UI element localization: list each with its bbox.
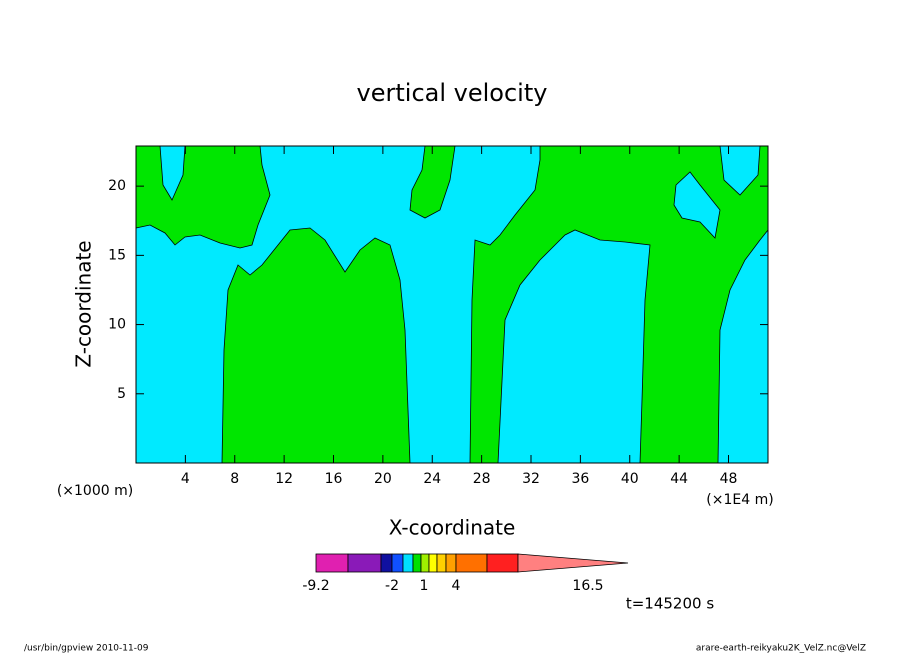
x-axis-label: X-coordinate [389,516,516,540]
x-tick-label: 44 [670,471,688,487]
x-tick-label: 40 [621,471,639,487]
y-axis-label: Z-coordinate [72,240,96,367]
y-tick-label: 20 [108,178,126,194]
x-tick-label: 12 [275,471,293,487]
colorbar-segment [486,553,519,573]
y-tick-label: 5 [117,386,126,402]
colorbar-segment [455,553,488,573]
time-label: t=145200 s [626,595,714,613]
x-tick-label: 24 [423,471,441,487]
x-tick-label: 4 [181,471,190,487]
colorbar-segment [380,553,393,573]
x-unit: (×1000 m) [57,483,133,499]
colorbar-label: 1 [420,578,429,594]
x-tick-label: 36 [571,471,589,487]
colorbar-segment [402,553,414,573]
x-tick-label: 28 [473,471,491,487]
colorbar-segment [445,553,457,573]
y-tick-label: 15 [108,247,126,263]
colorbar-label: 4 [452,578,461,594]
x-tick-label: 32 [522,471,540,487]
x-tick-label: 48 [720,471,738,487]
colorbar-segment [420,553,430,573]
x-tick-label: 8 [230,471,239,487]
colorbar-segment [436,553,447,573]
colorbar-segment [412,553,422,573]
colorbar-label: -9.2 [302,578,329,594]
contour-field [135,145,769,464]
x-tick-label: 20 [374,471,392,487]
colorbar-segment [347,553,382,573]
footer-right: arare-earth-reikyaku2K_VelZ.nc@VelZ [696,644,866,654]
x-unit2: (×1E4 m) [706,492,773,508]
y-tick-label: 10 [108,317,126,333]
colorbar-label: 16.5 [572,578,603,594]
x-tick-label: 16 [325,471,343,487]
chart-title: vertical velocity [357,79,548,107]
colorbar-segment [517,553,629,573]
colorbar-segment [428,553,438,573]
footer-left: /usr/bin/gpview 2010-11-09 [24,644,149,654]
colorbar-label: -2 [385,578,399,594]
colorbar-segment [391,553,404,573]
colorbar-segment [315,553,349,573]
